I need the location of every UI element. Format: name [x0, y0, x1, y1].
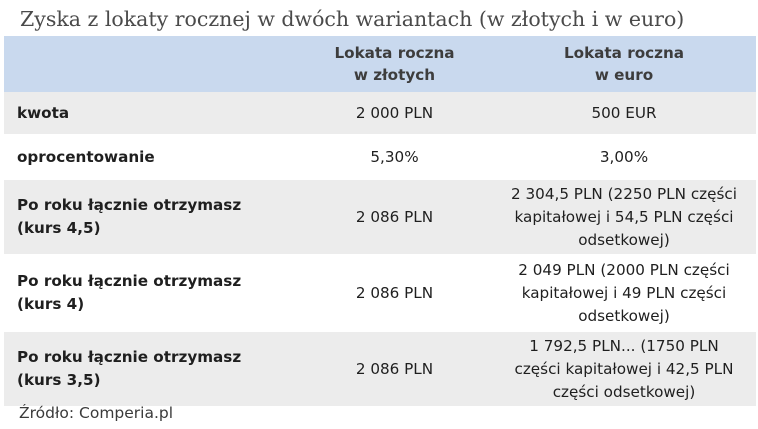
- header-eur-line2: w euro: [594, 66, 654, 84]
- cell-pln-value: 2 086 PLN: [355, 207, 434, 226]
- table-row: kwota 2 000 PLN 500 EUR: [4, 92, 756, 135]
- cell-pln-value: 2 000 PLN: [355, 103, 434, 122]
- cell-pln-value: 2 086 PLN: [355, 283, 434, 302]
- table-row: oprocentowanie 5,30% 3,00%: [4, 134, 756, 179]
- cell-eur-line2: kapitałowej i 54,5 PLN części: [514, 207, 734, 226]
- row-label-line1: oprocentowanie: [17, 147, 155, 166]
- cell-pln-value: 5,30%: [370, 147, 419, 166]
- row-label-line2: (kurs 3,5): [17, 371, 101, 389]
- cell-eur-line3: części odsetkowej): [552, 382, 696, 401]
- header-pln-line2: w złotych: [353, 66, 436, 84]
- cell-pln: 2 086 PLN: [297, 330, 492, 406]
- row-label-line1: Po roku łącznie otrzymasz: [17, 348, 242, 366]
- header-cell-eur: Lokata roczna w euro: [492, 36, 756, 92]
- row-label-line2: (kurs 4): [17, 295, 85, 313]
- row-label: oprocentowanie: [4, 134, 297, 179]
- page-title: Zyska z lokaty rocznej w dwóch wariantac…: [20, 7, 685, 31]
- header-pln-line1: Lokata roczna: [334, 44, 455, 62]
- cell-eur-value: 3,00%: [599, 147, 649, 166]
- cell-eur-line3: odsetkowej): [578, 230, 670, 249]
- row-label-line1: kwota: [17, 103, 70, 122]
- header-eur-line1: Lokata roczna: [563, 44, 685, 62]
- table-row: Po roku łącznie otrzymasz (kurs 3,5) 2 0…: [4, 330, 756, 406]
- row-label-line1: Po roku łącznie otrzymasz: [17, 272, 242, 290]
- cell-eur-line2: części kapitałowej i 42,5 PLN: [514, 359, 734, 378]
- cell-eur: 2 049 PLN (2000 PLN części kapitałowej i…: [492, 254, 756, 331]
- cell-eur-line1: 1 792,5 PLN... (1750 PLN: [529, 336, 719, 355]
- header-cell-pln: Lokata roczna w złotych: [297, 36, 492, 92]
- cell-pln-value: 2 086 PLN: [355, 359, 434, 378]
- source-note: Źródło: Comperia.pl: [19, 404, 174, 422]
- table-header-row: Lokata roczna w złotych Lokata roczna w …: [4, 36, 756, 92]
- table-row: Po roku łącznie otrzymasz (kurs 4) 2 086…: [4, 254, 756, 331]
- row-label-line2: (kurs 4,5): [17, 219, 101, 237]
- header-cell-empty: [4, 36, 297, 92]
- cell-eur-value: 500 EUR: [591, 103, 657, 122]
- row-label-line1: Po roku łącznie otrzymasz: [17, 196, 242, 214]
- cell-eur-line1: 2 304,5 PLN (2250 PLN części: [511, 184, 737, 203]
- cell-eur: 1 792,5 PLN... (1750 PLN części kapitało…: [492, 330, 756, 406]
- table-row: Po roku łącznie otrzymasz (kurs 4,5) 2 0…: [4, 178, 756, 255]
- row-label: Po roku łącznie otrzymasz (kurs 3,5): [4, 330, 297, 406]
- cell-eur-line3: odsetkowej): [578, 306, 670, 325]
- row-label: Po roku łącznie otrzymasz (kurs 4,5): [4, 178, 297, 255]
- cell-pln: 2 000 PLN: [297, 92, 492, 135]
- cell-eur: 2 304,5 PLN (2250 PLN części kapitałowej…: [492, 178, 756, 255]
- cell-eur: 3,00%: [492, 134, 756, 179]
- cell-eur: 500 EUR: [492, 92, 756, 135]
- deposit-comparison-table: Lokata roczna w złotych Lokata roczna w …: [4, 36, 756, 406]
- row-label: kwota: [4, 92, 297, 135]
- cell-pln: 5,30%: [297, 134, 492, 179]
- cell-pln: 2 086 PLN: [297, 254, 492, 331]
- cell-eur-line1: 2 049 PLN (2000 PLN części: [518, 260, 730, 279]
- cell-pln: 2 086 PLN: [297, 178, 492, 255]
- cell-eur-line2: kapitałowej i 49 PLN części: [521, 283, 727, 302]
- row-label: Po roku łącznie otrzymasz (kurs 4): [4, 254, 297, 331]
